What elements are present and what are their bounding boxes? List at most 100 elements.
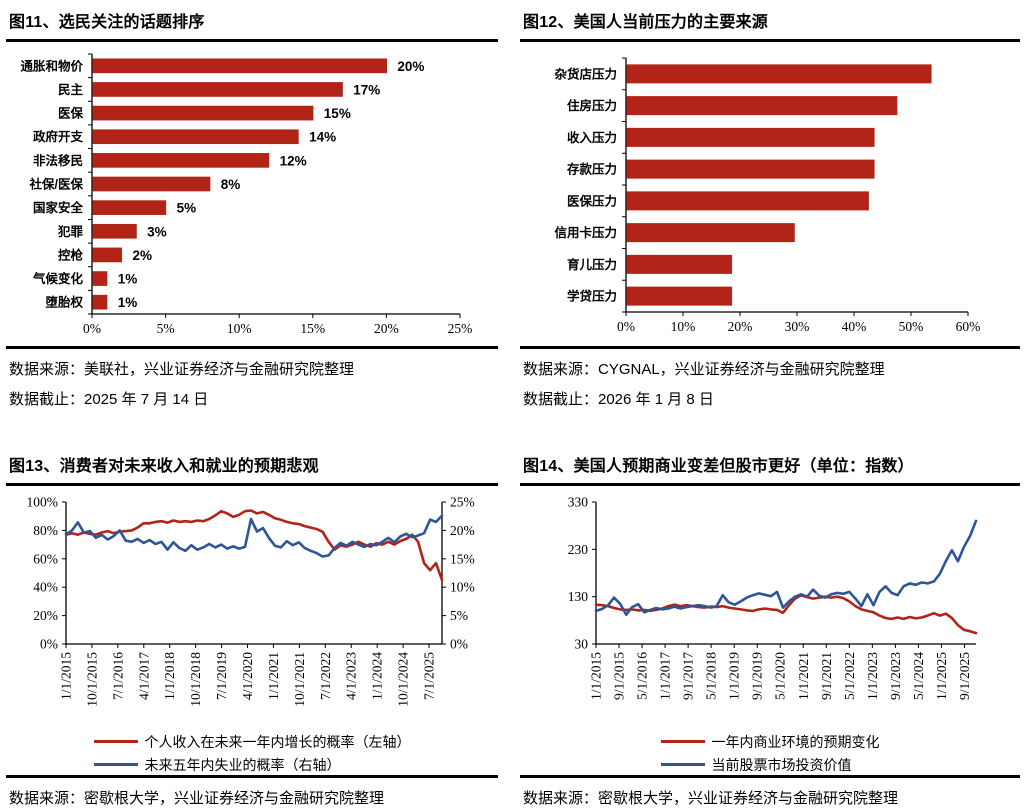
business-stock-line-chart: 330 230 130 301/1/2015 9/1/2015 5/1/2016 1/1/2… bbox=[568, 495, 978, 700]
category-label: 犯罪 bbox=[57, 224, 84, 239]
category-label: 民主 bbox=[58, 82, 84, 97]
bar-2 bbox=[626, 127, 875, 147]
left-tick-label: 30 bbox=[575, 637, 589, 652]
value-label: 1% bbox=[118, 295, 138, 310]
bar-0 bbox=[626, 64, 932, 84]
x-tick-label: 5% bbox=[157, 321, 175, 336]
right-tick-label: 0% bbox=[450, 637, 468, 652]
data-cutoff-text: 数据截止：2025 年 7 月 14 日 bbox=[9, 391, 209, 408]
category-label: 国家安全 bbox=[33, 200, 84, 215]
bar-8 bbox=[92, 247, 123, 263]
x-tick-label: 10/1/2021 bbox=[292, 652, 307, 707]
x-tick-label: 20% bbox=[728, 319, 753, 334]
left-tick-label: 40% bbox=[33, 580, 58, 595]
figure-14-legend: 一年内商业环境的预期变化 当前股票市场投资价值 bbox=[520, 730, 1020, 775]
blue-line-swatch bbox=[93, 763, 138, 766]
x-tick-label: 4/1/2020 bbox=[240, 652, 255, 700]
x-tick-label: 0% bbox=[617, 319, 635, 334]
category-label: 存款压力 bbox=[566, 162, 617, 177]
bar-4 bbox=[626, 191, 869, 211]
data-source-text: 数据来源：密歇根大学，兴业证券经济与金融研究院整理 bbox=[523, 789, 899, 807]
x-tick-label: 25% bbox=[448, 321, 473, 336]
x-tick-label: 1/1/2023 bbox=[865, 652, 880, 700]
x-tick-label: 10% bbox=[671, 319, 696, 334]
x-tick-label: 1/1/2021 bbox=[266, 652, 281, 700]
x-tick-label: 9/1/2023 bbox=[888, 652, 903, 700]
bar-3 bbox=[92, 129, 299, 145]
bar-0 bbox=[92, 58, 387, 74]
figure-12-source-block: 数据来源：CYGNAL，兴业证券经济与金融研究院整理 数据截止：2026 年 1… bbox=[520, 346, 1020, 409]
category-label: 气候变化 bbox=[32, 271, 84, 286]
value-label: 3% bbox=[147, 224, 167, 239]
x-tick-label: 50% bbox=[899, 319, 924, 334]
bar-7 bbox=[92, 223, 137, 239]
series-income-growth-probability bbox=[64, 509, 444, 582]
left-tick-label: 130 bbox=[568, 589, 589, 604]
category-label: 信用卡压力 bbox=[554, 225, 617, 240]
value-label: 14% bbox=[309, 130, 336, 145]
x-tick-label: 10/1/2018 bbox=[188, 652, 203, 707]
x-tick-label: 9/1/2015 bbox=[612, 652, 627, 700]
left-tick-label: 100% bbox=[27, 495, 59, 510]
x-tick-label: 9/1/2021 bbox=[819, 652, 834, 700]
left-tick-label: 80% bbox=[33, 523, 58, 538]
value-label: 15% bbox=[324, 106, 351, 121]
data-source-text: 数据来源：密歇根大学，兴业证券经济与金融研究院整理 bbox=[9, 789, 385, 807]
right-tick-label: 5% bbox=[450, 608, 468, 623]
left-tick-label: 0% bbox=[40, 637, 58, 652]
x-tick-label: 7/1/2022 bbox=[318, 652, 333, 700]
right-tick-label: 20% bbox=[450, 523, 475, 538]
legend-item-unemployment: 未来五年内失业的概率（右轴） bbox=[93, 755, 341, 775]
x-tick-label: 1/1/2024 bbox=[370, 652, 385, 700]
x-tick-label: 10% bbox=[227, 321, 252, 336]
legend-label: 个人收入在未来一年内增长的概率（左轴） bbox=[144, 733, 411, 750]
red-line-swatch bbox=[93, 740, 138, 743]
x-tick-label: 15% bbox=[300, 321, 325, 336]
category-label: 非法移民 bbox=[33, 153, 83, 168]
left-tick-label: 230 bbox=[568, 542, 589, 557]
x-tick-label: 1/1/2015 bbox=[59, 652, 74, 700]
x-tick-label: 1/1/2019 bbox=[727, 652, 742, 700]
x-tick-label: 5/1/2016 bbox=[635, 652, 650, 700]
bar-6 bbox=[92, 200, 167, 215]
value-label: 17% bbox=[353, 82, 380, 97]
bar-5 bbox=[626, 223, 795, 243]
data-source-text: 数据来源：美联社，兴业证券经济与金融研究院整理 bbox=[9, 361, 355, 378]
value-label: 20% bbox=[397, 59, 424, 74]
legend-item-business: 一年内商业环境的预期变化 bbox=[660, 732, 880, 752]
legend-item-income: 个人收入在未来一年内增长的概率（左轴） bbox=[93, 732, 411, 752]
bar-9 bbox=[92, 271, 108, 286]
figure-11-title: 图11、选民关注的话题排序 bbox=[6, 4, 498, 42]
x-tick-label: 1/1/2017 bbox=[658, 652, 673, 700]
right-tick-label: 10% bbox=[450, 580, 475, 595]
value-label: 5% bbox=[177, 201, 197, 216]
figure-13-source-block: 数据来源：密歇根大学，兴业证券经济与金融研究院整理 bbox=[6, 774, 498, 808]
category-label: 学贷压力 bbox=[567, 289, 617, 304]
figure-14-title: 图14、美国人预期商业变差但股市更好（单位：指数） bbox=[520, 448, 1020, 486]
x-tick-label: 40% bbox=[842, 319, 867, 334]
left-tick-label: 60% bbox=[33, 551, 58, 566]
income-unemployment-line-chart: 100%80%60%40%20%0%25%20%15%10%5%0%1/1/20… bbox=[27, 495, 475, 707]
bar-6 bbox=[626, 254, 733, 274]
category-label: 住房压力 bbox=[567, 98, 617, 113]
x-tick-label: 9/1/2025 bbox=[957, 652, 972, 700]
legend-label: 当前股票市场投资价值 bbox=[711, 756, 852, 773]
bar-4 bbox=[92, 153, 270, 168]
value-label: 2% bbox=[132, 248, 152, 263]
legend-label: 一年内商业环境的预期变化 bbox=[711, 733, 880, 750]
figure-panel-13: 图13、消费者对未来收入和就业的预期悲观 100% 80% 60% 40% 20% 0% 2… bbox=[6, 448, 498, 810]
x-tick-label: 5/1/2022 bbox=[842, 652, 857, 700]
figure-13-legend: 个人收入在未来一年内增长的概率（左轴） 未来五年内失业的概率（右轴） bbox=[6, 730, 498, 775]
x-tick-label: 60% bbox=[956, 319, 981, 334]
x-tick-label: 9/1/2019 bbox=[750, 652, 765, 700]
x-tick-label: 5/1/2018 bbox=[704, 652, 719, 700]
stress-sources-bar-chart: 0% 10% 20% 30% 40% 50% 60% 杂货店压力住房压力收入压力存款压力医保压… bbox=[554, 57, 981, 334]
category-label: 社保/医保 bbox=[29, 177, 84, 192]
legend-label: 未来五年内失业的概率（右轴） bbox=[144, 756, 341, 773]
series-stock-market-investment-value bbox=[594, 519, 978, 616]
x-tick-label: 1/1/2021 bbox=[796, 652, 811, 700]
category-label: 杂货店压力 bbox=[554, 66, 617, 81]
figure-panel-11: 图11、选民关注的话题排序 0% 5% 10% 15% 20% 25% 通胀和物价 20% 民主… bbox=[6, 4, 498, 418]
x-tick-label: 1/1/2015 bbox=[589, 652, 604, 700]
